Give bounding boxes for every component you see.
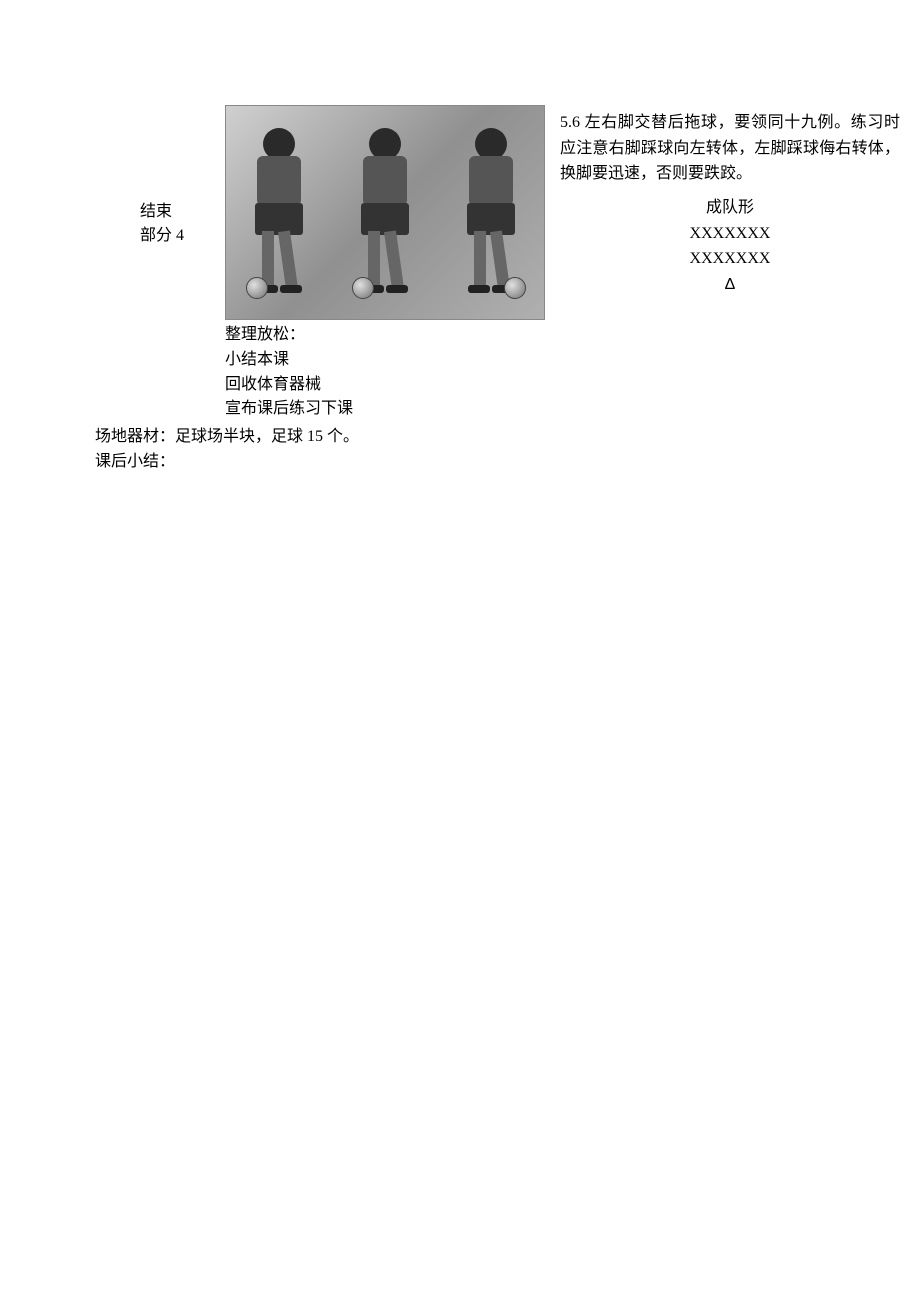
- equipment-value: 足球场半块，足球 15 个。: [175, 428, 359, 445]
- instruction-paragraph: 5.6 左右脚交替后拖球，要领同十九例。练习时应注意右脚踩球向左转体，左脚踩球侮…: [560, 110, 900, 187]
- section-label-line2: 部分 4: [140, 224, 184, 248]
- illustration: [225, 105, 545, 320]
- equipment-label: 场地器材：: [95, 428, 175, 445]
- section-label: 结束 部分 4: [140, 200, 184, 248]
- closing-line-1: 整理放松：: [225, 323, 353, 348]
- figure-3: [446, 123, 536, 303]
- formation-title: 成队形: [560, 195, 900, 221]
- equipment-line: 场地器材：足球场半块，足球 15 个。: [95, 425, 359, 450]
- formation-row-2: XXXXXXX: [560, 246, 900, 272]
- summary-line: 课后小结：: [95, 450, 359, 475]
- section-label-line1: 结束: [140, 200, 184, 224]
- formation-triangle: Δ: [560, 272, 900, 298]
- illustration-placeholder: [225, 105, 545, 320]
- closing-activities: 整理放松： 小结本课 回收体育器械 宣布课后练习下课: [225, 323, 353, 422]
- formation-row-1: XXXXXXX: [560, 221, 900, 247]
- closing-line-2: 小结本课: [225, 348, 353, 373]
- figure-2: [340, 123, 430, 303]
- closing-line-4: 宣布课后练习下课: [225, 397, 353, 422]
- bottom-info: 场地器材：足球场半块，足球 15 个。 课后小结：: [95, 425, 359, 475]
- formation-block: 成队形 XXXXXXX XXXXXXX Δ: [560, 195, 900, 297]
- figure-1: [234, 123, 324, 303]
- closing-line-3: 回收体育器械: [225, 373, 353, 398]
- summary-label: 课后小结：: [95, 453, 175, 470]
